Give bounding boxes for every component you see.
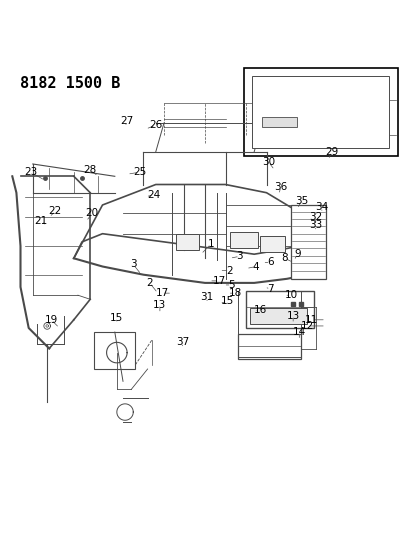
Bar (176, 233, 198, 250)
Text: 36: 36 (274, 182, 287, 191)
Text: 14: 14 (292, 327, 305, 337)
Text: 13: 13 (286, 311, 299, 321)
Text: 6: 6 (267, 257, 273, 268)
Text: 33: 33 (308, 221, 321, 230)
Text: 17: 17 (155, 288, 168, 298)
Text: 35: 35 (294, 196, 307, 206)
Text: 15: 15 (110, 313, 123, 323)
Text: 22: 22 (49, 206, 62, 216)
Text: 26: 26 (149, 120, 162, 130)
Text: 27: 27 (120, 116, 133, 126)
Text: 8: 8 (281, 253, 288, 263)
Text: 3: 3 (130, 260, 136, 270)
Text: 21: 21 (34, 216, 47, 227)
Bar (229, 232, 258, 248)
Text: 17: 17 (212, 276, 225, 286)
Text: 32: 32 (308, 212, 321, 222)
Text: 3: 3 (236, 251, 243, 261)
Text: 25: 25 (133, 167, 146, 177)
Text: 1: 1 (207, 239, 214, 249)
Text: 9: 9 (293, 249, 300, 259)
Bar (262, 117, 297, 127)
Text: 2: 2 (146, 278, 153, 288)
Text: 7: 7 (267, 284, 273, 294)
Text: 10: 10 (284, 290, 297, 300)
Text: 29: 29 (325, 147, 338, 157)
Text: 30: 30 (261, 157, 274, 167)
Bar (249, 308, 307, 324)
Text: 23: 23 (24, 167, 37, 177)
Bar (260, 236, 284, 252)
Text: 4: 4 (252, 262, 259, 271)
Text: 28: 28 (83, 165, 97, 175)
Text: 31: 31 (200, 292, 213, 302)
Bar (237, 334, 301, 359)
Text: 24: 24 (147, 190, 160, 200)
Bar (245, 291, 313, 328)
Text: 34: 34 (315, 202, 328, 212)
Text: 12: 12 (300, 321, 313, 331)
Bar (243, 68, 397, 156)
Text: 19: 19 (45, 315, 58, 325)
Text: 20: 20 (85, 208, 99, 218)
Text: 15: 15 (220, 296, 234, 306)
Text: 2: 2 (226, 265, 232, 276)
Text: 8182 1500 B: 8182 1500 B (20, 76, 121, 91)
Text: 37: 37 (175, 337, 189, 348)
Bar (290, 205, 325, 279)
Text: 11: 11 (304, 315, 317, 325)
Bar (252, 76, 389, 148)
Text: 16: 16 (253, 304, 266, 314)
Text: 13: 13 (153, 301, 166, 310)
Bar (94, 332, 135, 369)
Text: 18: 18 (229, 288, 242, 298)
Text: 5: 5 (228, 280, 234, 290)
